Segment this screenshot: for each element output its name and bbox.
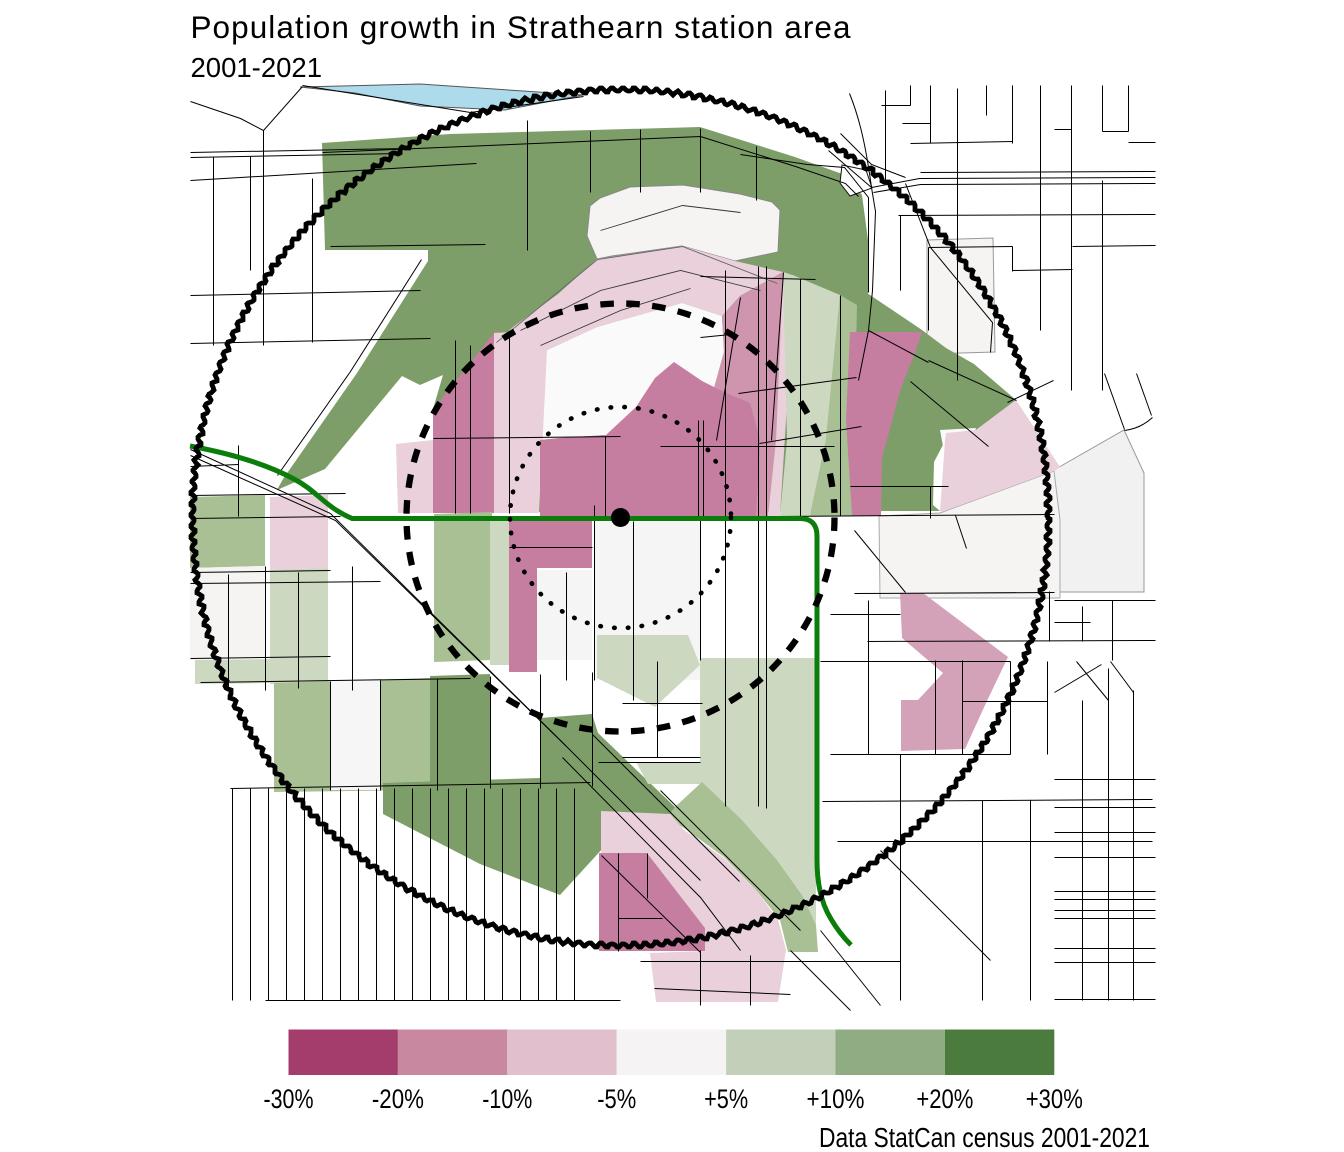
svg-text:Population growth in Strathear: Population growth in Strathearn station …	[191, 9, 851, 45]
svg-text:+30%: +30%	[1026, 1084, 1083, 1114]
svg-text:-30%: -30%	[264, 1084, 314, 1114]
svg-text:+5%: +5%	[704, 1084, 748, 1114]
svg-text:-10%: -10%	[482, 1084, 532, 1114]
svg-text:+20%: +20%	[916, 1084, 973, 1114]
svg-text:+10%: +10%	[807, 1084, 865, 1114]
svg-text:Data StatCan census 2001-2021: Data StatCan census 2001-2021	[819, 1122, 1150, 1152]
svg-text:2001-2021: 2001-2021	[191, 52, 323, 83]
svg-text:-20%: -20%	[372, 1084, 424, 1114]
svg-text:-5%: -5%	[597, 1084, 636, 1114]
